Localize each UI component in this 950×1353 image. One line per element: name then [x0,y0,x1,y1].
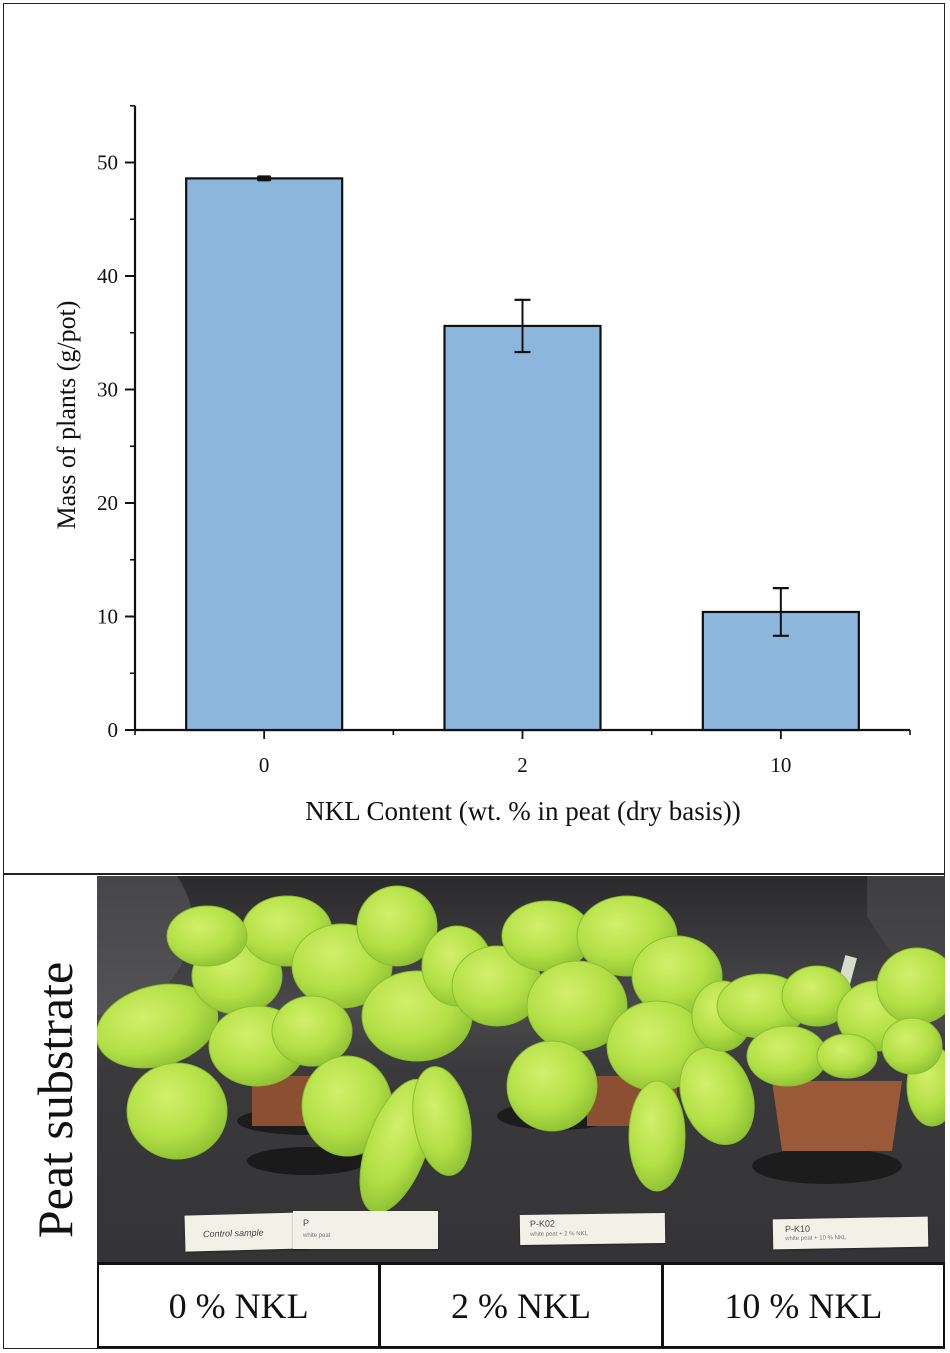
panel-divider [3,873,945,875]
side-label-cell [4,876,96,1348]
bars [185,177,860,732]
bar-0 [185,177,344,732]
y-tick-label: 30 [97,378,118,402]
condition-labels-row: 0 % NKL 2 % NKL 10 % NKL [97,1262,945,1348]
bar-chart: 0 10 20 30 40 50 0 2 10 [97,104,911,777]
y-tick-label: 20 [97,491,118,515]
side-label: Peat substrate [27,961,83,1239]
y-ticks: 0 10 20 30 40 50 [97,104,135,742]
condition-label-2: 2 % NKL [378,1265,660,1346]
sample-card-pk10: P-K10 white peat + 10 % NKL [772,1216,929,1250]
y-tick-label: 10 [97,605,118,629]
plant-photo-illustration [97,876,945,1262]
error-bars [257,175,789,637]
x-tick-label: 10 [770,753,791,777]
bar-2 [443,324,602,732]
plant-photo: Control sample P white peat P-K02 white … [97,876,945,1262]
x-tick-label: 0 [259,753,270,777]
x-axis-label: NKL Content (wt. % in peat (dry basis)) [305,796,741,826]
figure-frame [3,3,945,1349]
y-tick-label: 50 [97,151,118,175]
sample-card-control: Control sample [184,1212,306,1252]
y-axis-label: Mass of plants (g/pot) [52,300,81,530]
sample-card-pk02: P-K02 white peat + 2 % NKL [519,1212,666,1246]
condition-label-10: 10 % NKL [660,1265,943,1346]
y-tick-label: 40 [97,264,118,288]
condition-label-0: 0 % NKL [168,1285,309,1326]
y-tick-label: 0 [108,718,119,742]
x-ticks: 0 2 10 [134,730,911,777]
sample-card-p: P white peat [293,1211,438,1249]
x-tick-label: 2 [517,753,528,777]
